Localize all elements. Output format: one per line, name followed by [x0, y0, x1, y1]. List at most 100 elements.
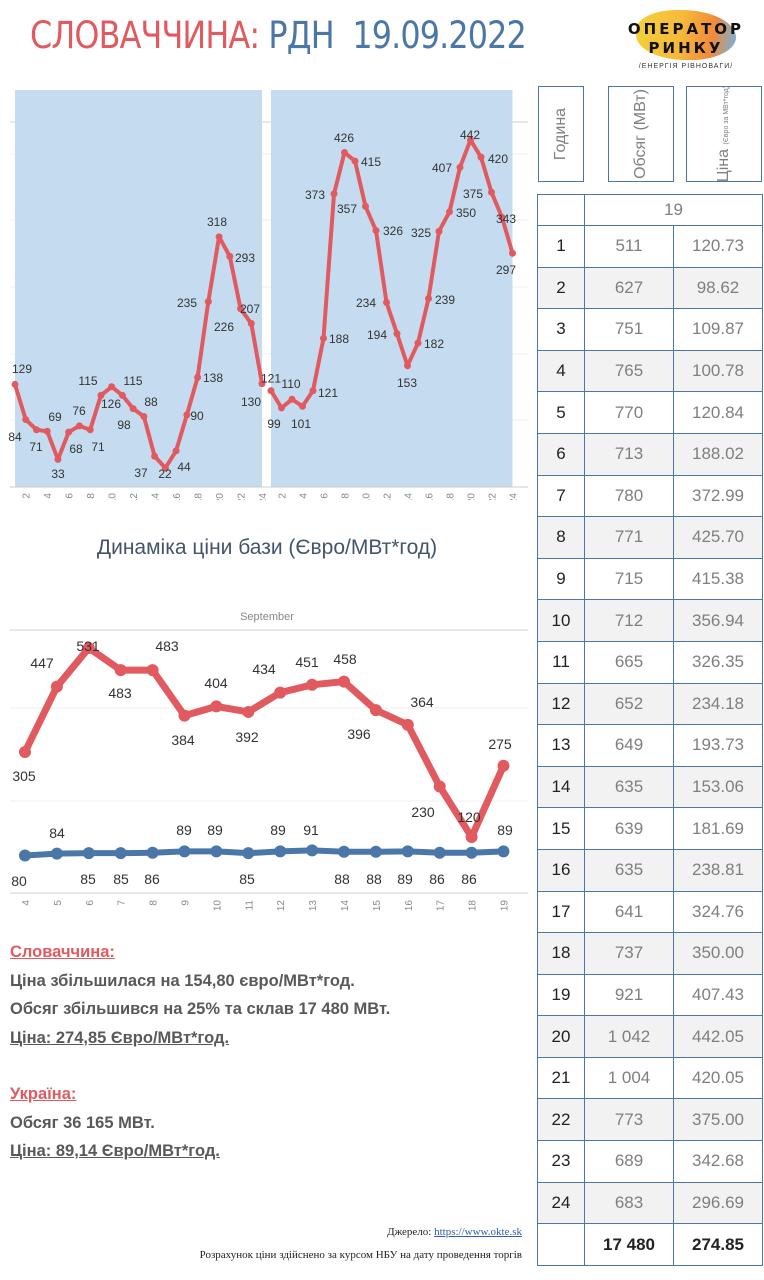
total-volume: 17 480: [584, 1223, 674, 1266]
series-point: [82, 642, 95, 654]
price-label: 407: [432, 161, 452, 175]
volume-cell: 751: [584, 308, 674, 351]
series-point: [338, 845, 350, 858]
total-row: 17 480 274.85: [537, 1223, 763, 1266]
volume-cell: 511: [584, 225, 674, 268]
price-point: [129, 405, 137, 413]
table-row: 16 635 238.81: [537, 848, 763, 892]
price-point: [183, 411, 191, 419]
series-point: [210, 700, 223, 713]
price-label: 234: [356, 296, 376, 310]
data-label: 88: [334, 871, 350, 887]
data-label: 84: [49, 825, 65, 841]
price-point: [22, 416, 30, 424]
series-point: [50, 847, 63, 860]
series-point: [306, 844, 319, 857]
price-point: [393, 330, 401, 338]
x-tick-label: 14: [404, 493, 415, 500]
hour-cell: 9: [537, 557, 585, 601]
hour-cell: 5: [537, 391, 585, 434]
hour-cell: 3: [537, 308, 585, 351]
x-tick-label: 5: [53, 900, 64, 906]
data-label: 483: [155, 638, 179, 654]
table-row: 12 652 234.18: [537, 682, 763, 726]
x-tick-label: 18: [468, 900, 479, 912]
ua-line-1: Обсяг 36 165 МВт.: [10, 1113, 155, 1132]
price-point: [330, 190, 338, 198]
price-cell: 109.87: [673, 308, 763, 351]
x-tick-label: 16: [404, 900, 415, 912]
series-point: [433, 846, 446, 859]
volume-cell: 649: [584, 724, 674, 767]
price-label: 68: [69, 442, 83, 456]
header-price: Ціна (Євро за МВт*год): [686, 86, 762, 182]
price-label: 44: [177, 460, 191, 474]
x-tick-label: 12: [276, 900, 287, 912]
table-row: 1 511 120.73: [537, 225, 763, 268]
hour-cell: 1: [537, 225, 585, 268]
data-label: 80: [11, 873, 27, 889]
ua-line-2: Ціна: 89,14 Євро/МВт*год.: [10, 1142, 220, 1160]
data-label: 91: [303, 822, 319, 838]
price-cell: 153.06: [673, 765, 763, 809]
price-point: [278, 404, 285, 412]
volume-cell: 712: [584, 599, 674, 642]
x-tick-label: 18: [194, 493, 205, 500]
price-cell: 350.00: [673, 932, 763, 975]
series-point: [369, 845, 382, 858]
day-header: 19: [584, 194, 763, 226]
price-point: [404, 362, 411, 370]
logo-line1: ОПЕРАТОР: [627, 20, 745, 38]
x-tick-label: 16: [172, 493, 183, 500]
price-point: [237, 305, 245, 313]
table-row: 19 921 407.43: [537, 973, 763, 1017]
price-label: 373: [305, 188, 325, 202]
price-point: [204, 298, 212, 306]
ua-heading: Україна:: [10, 1085, 77, 1103]
series-point: [146, 846, 159, 859]
price-point: [108, 383, 116, 391]
price-label: 33: [51, 467, 65, 481]
price-label: 239: [435, 293, 455, 307]
price-point: [414, 339, 422, 347]
chart-title: Динаміка ціни бази (Євро/МВт*год): [96, 536, 438, 559]
price-point: [194, 373, 202, 381]
price-cell: 420.05: [673, 1056, 763, 1100]
price-label: 188: [329, 332, 349, 346]
hour-cell: 6: [537, 432, 585, 476]
data-label: 89: [270, 822, 286, 838]
price-line: [13, 234, 264, 470]
corner-cell: [537, 194, 585, 226]
data-label: 230: [411, 804, 435, 820]
logo: ОПЕРАТОР РИНКУ /ЕНЕРГІЯ РІВНОВАГИ/: [622, 4, 750, 76]
x-tick-label: 16: [425, 493, 436, 500]
x-tick-label: 2: [22, 493, 33, 499]
series-point: [178, 845, 191, 858]
price-point: [309, 387, 317, 395]
source-label: Джерело:: [387, 1226, 432, 1238]
price-cell: 407.43: [673, 973, 763, 1017]
source: Джерело: https://www.okte.sk: [387, 1226, 522, 1238]
price-label: 343: [496, 212, 516, 226]
price-cell: 234.18: [673, 682, 763, 726]
price-label: 71: [91, 440, 105, 454]
data-label: 531: [76, 638, 100, 654]
series-point: [338, 675, 350, 688]
hour-cell: 7: [537, 474, 585, 518]
hour-cell: 24: [537, 1181, 585, 1225]
hour-cell: 14: [537, 765, 585, 809]
price-point: [488, 188, 495, 196]
price-label: 235: [177, 296, 197, 310]
table-row: 10 712 356.94: [537, 599, 763, 642]
price-label: 88: [144, 395, 158, 409]
series-line: [24, 847, 504, 859]
price-label: 110: [281, 377, 300, 391]
series-point: [401, 718, 414, 731]
x-tick-label: 13: [308, 900, 319, 912]
price-label: 297: [496, 263, 516, 277]
source-link[interactable]: https://www.okte.sk: [434, 1226, 522, 1238]
x-tick-label: 15: [372, 900, 383, 912]
volume-cell: 627: [584, 266, 674, 310]
price-cell: 193.73: [673, 724, 763, 767]
